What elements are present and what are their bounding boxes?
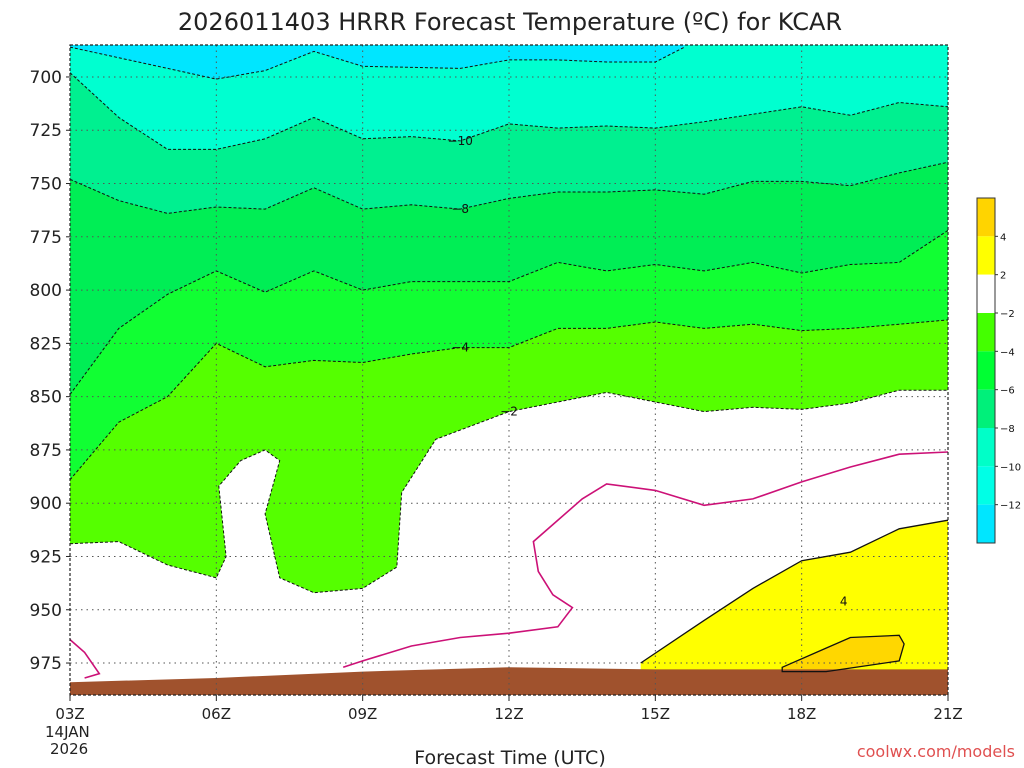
y-tick-label: 750	[30, 175, 62, 195]
contour-line	[69, 389, 948, 594]
contour-label: −10	[448, 134, 473, 148]
legend-swatch	[977, 504, 995, 543]
contour-line	[69, 72, 949, 150]
y-tick-label: 950	[30, 601, 62, 621]
legend-tick-label: 4	[1000, 232, 1006, 243]
credit-text: coolwx.com/models	[857, 742, 1015, 761]
x-tick-label: 06Z	[202, 705, 231, 723]
y-tick-label: 725	[30, 121, 62, 141]
legend-swatch	[977, 198, 995, 237]
legend-swatch	[977, 351, 995, 390]
contour-line	[69, 229, 949, 395]
contour-line	[69, 46, 685, 80]
legend-swatch	[977, 466, 995, 505]
legend-swatch	[977, 313, 995, 352]
x-tick-label: 12Z	[494, 705, 523, 723]
y-tick-label: 775	[30, 228, 62, 248]
y-tick-label: 850	[30, 388, 62, 408]
x-tick-label: 03Z	[55, 705, 84, 723]
contour-line	[781, 634, 905, 673]
color-legend: 4 2 −2 −4 −6 −8 −10 −12	[976, 197, 1021, 544]
legend-tick-label: −8	[1000, 424, 1015, 435]
legend-swatch	[977, 274, 995, 313]
legend-swatch	[977, 236, 995, 275]
legend-tick-label: −2	[1000, 309, 1015, 320]
x-axis-label: Forecast Time (UTC)	[414, 747, 605, 768]
legend-swatch	[977, 428, 995, 467]
contour-line	[69, 161, 949, 214]
chart-title: 2026011403 HRRR Forecast Temperature (ºC…	[178, 8, 842, 36]
band-above-4	[782, 635, 905, 672]
contour-label: −4	[451, 341, 469, 355]
legend-tick-label: −10	[1000, 462, 1021, 473]
x-tick-label: 21Z	[933, 705, 962, 723]
date-label-year: 2026	[50, 740, 88, 758]
legend-border	[976, 197, 996, 544]
contour-label: −8	[451, 202, 469, 216]
legend-tick-label: −6	[1000, 386, 1015, 397]
y-tick-label: 875	[30, 441, 62, 461]
freezing-line	[69, 638, 101, 679]
x-tick-label: 18Z	[787, 705, 816, 723]
contour-label: 4	[840, 595, 848, 609]
legend-swatch	[977, 389, 995, 428]
x-tick-label: 09Z	[348, 705, 377, 723]
y-tick-label: 975	[30, 654, 62, 674]
legend-tick-label: −4	[1000, 347, 1015, 358]
freezing-line	[342, 451, 949, 669]
y-tick-label: 800	[30, 281, 62, 301]
contour-label: −2	[500, 405, 518, 419]
y-tick-label: 700	[30, 68, 62, 88]
y-tick-label: 925	[30, 547, 62, 567]
contour-line	[640, 519, 949, 664]
x-tick-label: 15Z	[641, 705, 670, 723]
grid-lines	[70, 45, 948, 695]
contour-line	[69, 319, 949, 481]
y-tick-label: 825	[30, 334, 62, 354]
terrain	[70, 667, 948, 695]
plot-area: −10 −8 −4 −2 4	[69, 44, 949, 696]
legend-tick-label: 2	[1000, 271, 1006, 282]
y-tick-label: 900	[30, 494, 62, 514]
date-label-day: 14JAN	[45, 723, 90, 741]
legend-tick-label: −12	[1000, 501, 1021, 512]
